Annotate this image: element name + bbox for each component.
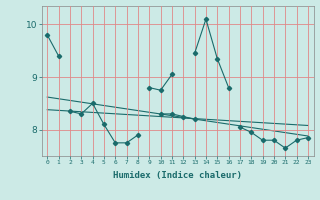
X-axis label: Humidex (Indice chaleur): Humidex (Indice chaleur) — [113, 171, 242, 180]
